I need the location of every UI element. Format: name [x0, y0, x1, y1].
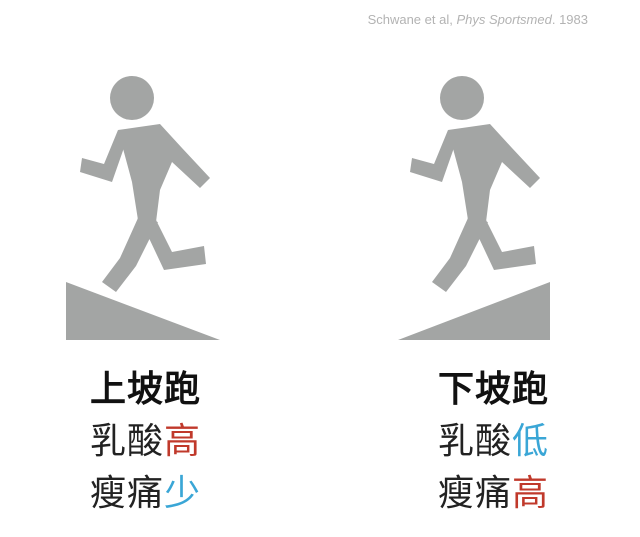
runner-head: [440, 76, 484, 120]
runner-rear-leg: [432, 218, 488, 292]
citation: Schwane et al, Phys Sportsmed. 1983: [368, 12, 588, 27]
runner-head: [110, 76, 154, 120]
downhill-runner-icon: [398, 76, 550, 340]
citation-year: . 1983: [551, 12, 588, 27]
uphill-soreness-value: 少: [164, 473, 202, 514]
uphill-lactate-value: 高: [164, 421, 202, 462]
uphill-ramp: [66, 282, 220, 340]
downhill-soreness-line: 瘦痛高: [438, 468, 549, 520]
runner-rear-leg: [102, 218, 158, 292]
uphill-panel-text: 上坡跑 乳酸高 瘦痛少: [90, 364, 201, 520]
lactate-label: 乳酸: [438, 421, 513, 462]
runner-torso: [118, 124, 210, 222]
downhill-panel-text: 下坡跑 乳酸低 瘦痛高: [438, 364, 549, 520]
citation-journal: Phys Sportsmed: [456, 12, 552, 27]
downhill-ramp: [398, 282, 550, 340]
soreness-label: 瘦痛: [90, 473, 165, 514]
uphill-lactate-line: 乳酸高: [90, 416, 201, 468]
downhill-soreness-value: 高: [512, 473, 550, 514]
downhill-lactate-line: 乳酸低: [438, 416, 549, 468]
downhill-title: 下坡跑: [438, 369, 550, 410]
runner-front-leg: [478, 220, 536, 270]
soreness-label: 瘦痛: [438, 473, 513, 514]
citation-authors: Schwane et al,: [367, 12, 453, 27]
downhill-lactate-value: 低: [512, 421, 550, 462]
runner-front-leg: [148, 220, 206, 270]
runner-torso: [448, 124, 540, 222]
uphill-title: 上坡跑: [90, 369, 202, 410]
uphill-soreness-line: 瘦痛少: [90, 468, 201, 520]
runner-back-arm: [80, 130, 126, 182]
runner-back-arm: [410, 130, 456, 182]
lactate-label: 乳酸: [90, 421, 165, 462]
uphill-runner-icon: [66, 76, 220, 340]
